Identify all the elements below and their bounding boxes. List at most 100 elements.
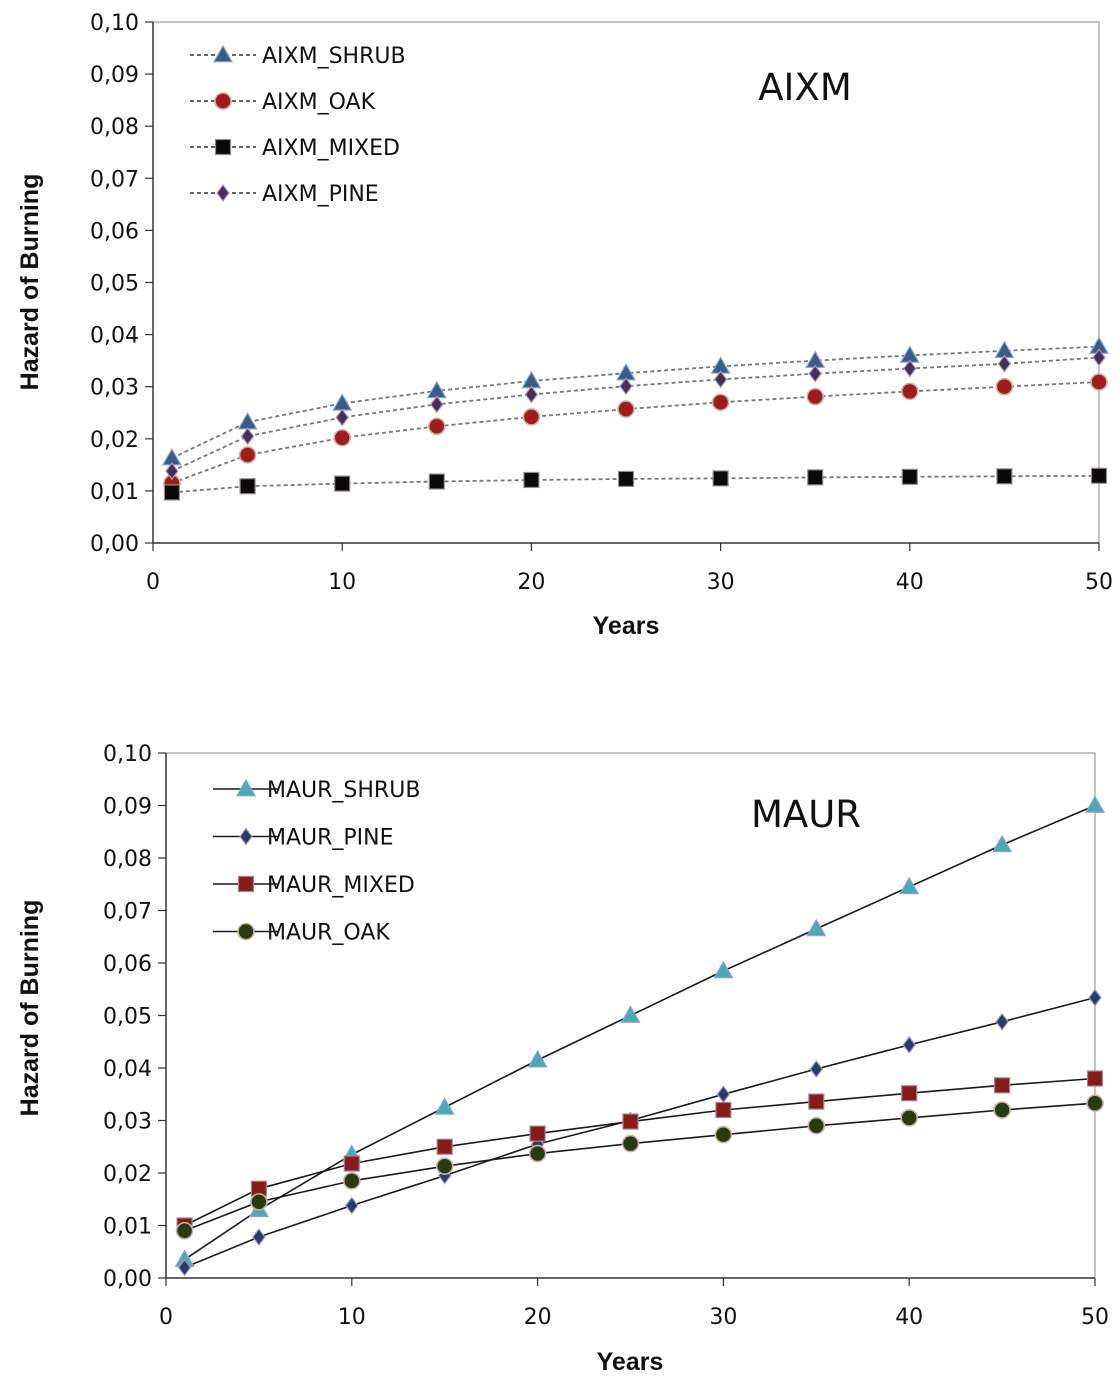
data-point-aixm-pine	[335, 408, 349, 427]
y-tick-label: 0,05	[103, 1005, 152, 1030]
data-point-aixm-mixed	[428, 473, 445, 490]
data-point-aixm-pine	[808, 364, 822, 383]
plot-area	[152, 21, 1100, 544]
chart-aixm: 0,00 0,01 0,02 0,03 0,04 0,05 0,06 0,07 0,08 0,09…	[16, 11, 1113, 640]
data-point-maur-mixed	[343, 1155, 360, 1172]
y-tick-label: 0,04	[103, 1057, 152, 1082]
data-point-maur-mixed	[808, 1093, 825, 1110]
data-point-aixm-mixed	[523, 471, 540, 489]
data-point-maur-oak	[621, 1134, 640, 1153]
data-point-aixm-oak	[806, 387, 825, 406]
data-point-maur-pine	[1088, 988, 1102, 1007]
legend-label-maur-shrub: MAUR_SHRUB	[267, 778, 420, 803]
y-tick-label: 0,01	[90, 480, 139, 505]
data-point-maur-oak	[714, 1125, 733, 1144]
y-tick-label: 0,03	[90, 376, 139, 401]
data-point-aixm-oak	[900, 382, 919, 401]
data-point-maur-oak	[175, 1221, 194, 1240]
data-point-maur-oak	[807, 1116, 826, 1135]
series-markers	[161, 336, 1110, 501]
data-point-maur-mixed	[622, 1113, 639, 1130]
y-tick-label: 0,10	[103, 742, 152, 767]
legend-label-aixm-mixed: AIXM_MIXED	[262, 136, 400, 161]
data-point-aixm-oak	[427, 417, 446, 436]
tick-group: 0,00 0,01 0,02 0,03 0,04 0,05 0,06 0,07 0,08 0,09…	[90, 11, 1113, 595]
y-tick-label: 0,04	[90, 324, 139, 349]
data-point-aixm-oak	[522, 408, 541, 426]
data-point-maur-pine	[345, 1196, 359, 1215]
data-point-maur-pine	[995, 1012, 1009, 1031]
legend-marker-aixm-mixed	[214, 138, 232, 156]
x-tick-label: 50	[1085, 570, 1113, 595]
y-tick-label: 0,00	[103, 1267, 152, 1292]
legend-marker-maur-pine	[239, 827, 253, 846]
legend-label-maur-pine: MAUR_PINE	[267, 826, 394, 851]
data-point-aixm-mixed	[239, 478, 256, 495]
data-point-aixm-pine	[713, 370, 728, 389]
data-point-aixm-pine	[903, 359, 917, 378]
x-axis-title: Years	[593, 612, 660, 640]
data-point-maur-shrub	[527, 1049, 548, 1068]
data-point-aixm-pine	[430, 395, 444, 414]
y-tick-label: 0,08	[103, 847, 152, 872]
legend-marker-aixm-shrub	[212, 44, 234, 63]
data-point-maur-mixed	[436, 1138, 453, 1155]
legend-marker-maur-shrub	[235, 778, 257, 797]
x-tick-label: 0	[159, 1305, 173, 1330]
data-point-aixm-mixed	[996, 468, 1013, 485]
chart-title: MAUR	[751, 793, 861, 836]
data-point-maur-oak	[1086, 1094, 1104, 1112]
x-axis-title: Years	[597, 1348, 664, 1376]
legend-marker-aixm-pine	[216, 184, 230, 202]
data-point-aixm-oak	[617, 400, 635, 418]
data-point-aixm-mixed	[712, 470, 729, 487]
data-point-maur-mixed	[901, 1085, 918, 1102]
data-point-maur-pine	[252, 1228, 266, 1247]
chart-title: AIXM	[758, 66, 852, 109]
data-point-aixm-oak	[1090, 373, 1108, 391]
data-point-maur-pine	[902, 1035, 916, 1054]
y-tick-label: 0,07	[90, 167, 139, 192]
x-tick-label: 30	[707, 570, 735, 595]
data-point-aixm-pine	[619, 377, 633, 396]
tick-group: 0,00 0,01 0,02 0,03 0,04 0,05 0,06 0,07 0,08 0,09…	[103, 742, 1109, 1330]
data-point-maur-oak	[993, 1101, 1011, 1119]
data-point-maur-oak	[250, 1193, 268, 1211]
data-point-aixm-mixed	[163, 484, 181, 501]
data-point-maur-shrub	[713, 960, 734, 979]
data-point-maur-shrub	[899, 876, 920, 895]
y-tick-label: 0,02	[103, 1162, 152, 1187]
data-point-maur-oak	[342, 1172, 361, 1190]
data-point-maur-mixed	[993, 1077, 1011, 1094]
legend: MAUR_SHRUB MAUR_PINE MAUR_MIXED MAUR_OAK	[213, 778, 420, 946]
x-tick-label: 20	[524, 1305, 552, 1330]
y-tick-label: 0,07	[103, 900, 152, 925]
y-tick-label: 0,09	[103, 795, 152, 820]
data-point-aixm-pine	[524, 385, 539, 404]
legend-marker-aixm-oak	[214, 92, 232, 110]
legend-label-maur-mixed: MAUR_MIXED	[267, 873, 415, 898]
data-point-maur-mixed	[1086, 1070, 1104, 1087]
x-tick-label: 20	[517, 570, 545, 595]
y-tick-label: 0,03	[103, 1110, 152, 1135]
x-tick-label: 30	[709, 1305, 737, 1330]
data-point-aixm-pine	[165, 462, 179, 481]
y-tick-label: 0,00	[90, 532, 139, 557]
x-tick-label: 50	[1081, 1305, 1109, 1330]
y-tick-label: 0,10	[90, 11, 139, 36]
data-point-maur-mixed	[529, 1125, 546, 1142]
y-tick-label: 0,05	[90, 272, 139, 297]
legend-label-aixm-oak: AIXM_OAK	[262, 90, 376, 115]
legend-label-aixm-shrub: AIXM_SHRUB	[262, 44, 406, 69]
y-axis-title: Hazard of Burning	[16, 174, 44, 391]
y-axis-title: Hazard of Burning	[16, 900, 44, 1117]
data-point-aixm-mixed	[1090, 467, 1108, 484]
y-tick-label: 0,08	[90, 115, 139, 140]
x-tick-label: 10	[328, 570, 356, 595]
data-point-maur-shrub	[806, 918, 827, 937]
data-point-maur-mixed	[715, 1101, 732, 1119]
data-point-aixm-pine	[997, 354, 1012, 373]
legend-marker-maur-oak	[237, 922, 255, 941]
data-point-maur-shrub	[620, 1005, 641, 1023]
